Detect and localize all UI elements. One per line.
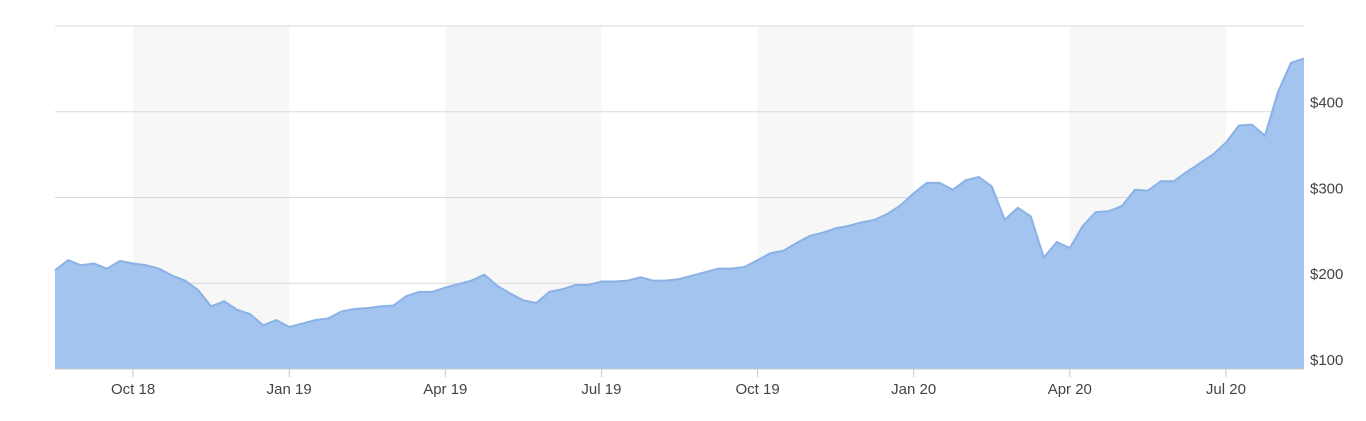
x-tick-label: Apr 20 bbox=[1048, 381, 1092, 398]
x-tick-label: Oct 18 bbox=[111, 381, 155, 398]
y-tick-label: $100 bbox=[1310, 352, 1343, 369]
y-tick-label: $300 bbox=[1310, 180, 1343, 197]
y-tick-label: $200 bbox=[1310, 266, 1343, 283]
area bbox=[55, 58, 1304, 370]
x-tick-label: Jan 20 bbox=[891, 381, 936, 398]
line bbox=[54, 57, 1305, 329]
x-tick-label: Jan 19 bbox=[267, 381, 312, 398]
y-tick-label: $400 bbox=[1310, 95, 1343, 112]
x-tick-label: Oct 19 bbox=[735, 381, 779, 398]
x-tick-label: Jul 19 bbox=[581, 381, 621, 398]
x-tick-label: Jul 20 bbox=[1206, 381, 1246, 398]
x-tick-label: Apr 19 bbox=[423, 381, 467, 398]
